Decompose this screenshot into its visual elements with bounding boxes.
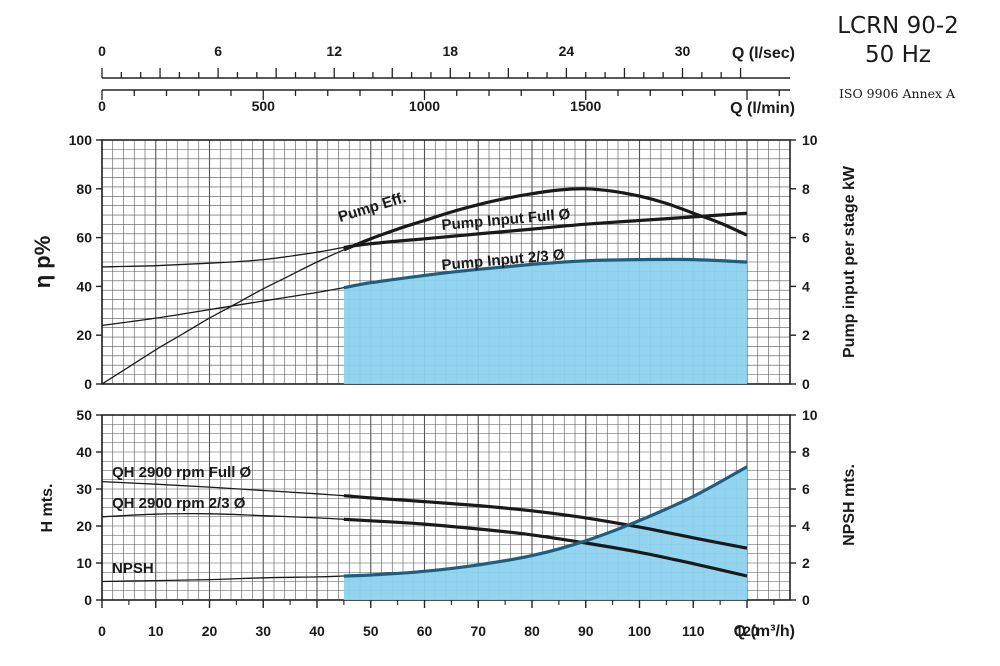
ls-tick-label: 24 — [559, 43, 575, 59]
lm-tick-label: 0 — [98, 98, 106, 114]
head-chart-series-0-line-operating — [343, 494, 748, 550]
qh-full-curve-label: QH 2900 rpm Full Ø — [112, 464, 252, 481]
x-tick-label: 30 — [255, 623, 271, 639]
x-tick-label: 50 — [363, 623, 379, 639]
standard-label: ISO 9906 Annex A — [838, 86, 956, 101]
model-name: LCRN 90-2 — [837, 13, 959, 39]
x-tick-label: 100 — [628, 623, 652, 639]
head-chart-right-tick-label: 8 — [802, 444, 810, 460]
head-chart-series-1-line-operating — [343, 517, 748, 578]
head-chart-right-tick-label: 0 — [802, 592, 810, 608]
eff-chart-left-tick-label: 80 — [76, 181, 92, 197]
head-chart-left-tick-label: 50 — [76, 407, 92, 423]
eff-chart-ylabel: η p% — [30, 236, 55, 289]
eff-curve-label: Pump Eff. — [336, 189, 408, 226]
x-tick-label: 110 — [682, 623, 705, 639]
model-title: LCRN 90-2 50 Hz — [818, 12, 978, 70]
eff-chart-left-tick-label: 20 — [76, 327, 92, 343]
x-tick-label: 10 — [148, 623, 164, 639]
head-chart-right-tick-label: 4 — [802, 518, 810, 534]
x-tick-label: 120 — [735, 623, 759, 639]
eff-chart-right-tick-label: 10 — [802, 132, 818, 148]
head-chart-left-tick-label: 20 — [76, 518, 92, 534]
eff-chart-right-tick-label: 8 — [802, 181, 810, 197]
eff-chart-left-tick-label: 0 — [84, 376, 92, 392]
head-chart-y2label: NPSH mts. — [841, 464, 858, 546]
x-tick-label: 70 — [470, 623, 486, 639]
head-chart-right-tick-label: 6 — [802, 481, 810, 497]
ls-tick-label: 30 — [675, 43, 691, 59]
head-chart-right-tick-label: 2 — [802, 555, 810, 571]
eff-chart-series-2-area — [343, 259, 747, 384]
npsh-curve-label: NPSH — [112, 560, 154, 577]
head-chart-left-tick-label: 10 — [76, 555, 92, 571]
eff-chart-left-tick-label: 60 — [76, 230, 92, 246]
ls-axis-title: Q (l/sec) — [732, 45, 795, 62]
eff-chart-series-1-line-operating — [343, 211, 748, 249]
eff-chart-right-tick-label: 0 — [802, 376, 810, 392]
ls-tick-label: 6 — [214, 43, 222, 59]
eff-chart-series-0-line-operating — [343, 187, 748, 252]
eff-chart-y2label: Pump input per stage kW — [841, 165, 858, 358]
qh-23-curve-label: QH 2900 rpm 2/3 Ø — [112, 495, 246, 512]
lm-tick-label: 500 — [252, 98, 276, 114]
head-chart-right-tick-label: 10 — [802, 407, 818, 423]
eff-chart-left-tick-label: 40 — [76, 278, 92, 294]
eff-chart-right-tick-label: 6 — [802, 230, 810, 246]
lm-tick-label: 1000 — [409, 98, 440, 114]
lm-tick-label: 1500 — [570, 98, 601, 114]
lm-axis-title: Q (l/min) — [730, 100, 795, 117]
eff-chart-right-tick-label: 4 — [802, 278, 810, 294]
x-tick-label: 80 — [524, 623, 540, 639]
x-tick-label: 40 — [309, 623, 325, 639]
ls-tick-label: 18 — [443, 43, 459, 59]
head-chart-series-2-area — [343, 466, 747, 600]
eff-chart-left-tick-label: 100 — [69, 132, 93, 148]
head-chart-ylabel: H mts. — [39, 484, 56, 533]
eff-chart-right-tick-label: 2 — [802, 327, 810, 343]
eff-chart-series-2-line-operating — [343, 257, 748, 290]
x-axis-title: Q (m³/h) — [734, 623, 795, 640]
ls-tick-label: 12 — [326, 43, 342, 59]
ls-tick-label: 0 — [98, 43, 106, 59]
frequency-label: 50 Hz — [865, 41, 931, 68]
x-tick-label: 90 — [578, 623, 594, 639]
head-chart-left-tick-label: 0 — [84, 592, 92, 608]
head-chart-left-tick-label: 40 — [76, 444, 92, 460]
head-chart-left-tick-label: 30 — [76, 481, 92, 497]
head-chart-series-2-line-operating — [343, 465, 748, 578]
x-tick-label: 0 — [98, 623, 106, 639]
x-tick-label: 60 — [417, 623, 433, 639]
x-tick-label: 20 — [202, 623, 218, 639]
